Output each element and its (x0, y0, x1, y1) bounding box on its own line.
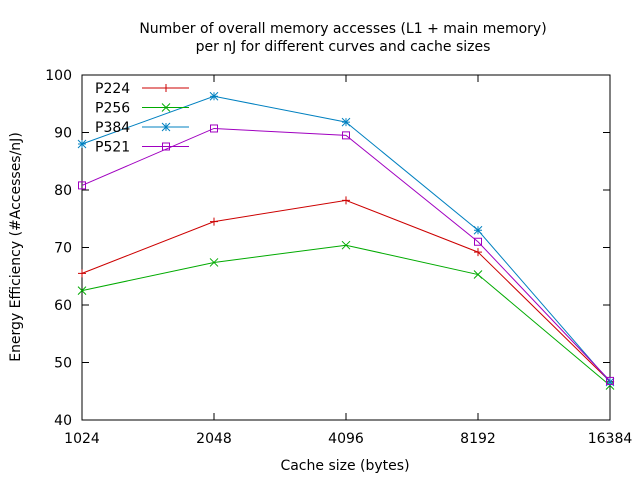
y-axis-label: Energy Efficiency (#Accesses/nJ) (8, 132, 24, 362)
marker-stroke (162, 142, 170, 151)
marker-stroke (342, 131, 350, 140)
legend-marker-p521 (162, 142, 170, 151)
data-point-p384 (209, 91, 219, 101)
legend-marker-p256 (161, 103, 171, 112)
data-point-p384 (341, 117, 351, 127)
marker-stroke (209, 258, 219, 267)
legend-marker-p224 (162, 84, 170, 92)
marker-stroke (473, 270, 483, 279)
marker-stroke (341, 117, 351, 127)
legend-marker-p384 (161, 122, 171, 132)
chart-title-line-1: Number of overall memory accesses (L1 + … (139, 21, 546, 37)
series-line-p256 (81, 244, 611, 386)
y-tick-label: 40 (54, 413, 72, 429)
marker-stroke (209, 91, 219, 101)
data-point-p521 (606, 376, 614, 385)
data-point-p224 (342, 196, 350, 205)
x-tick-label: 8192 (460, 431, 496, 447)
y-tick-label: 60 (54, 298, 72, 314)
marker-stroke (341, 240, 351, 250)
x-tick-label: 4096 (328, 431, 364, 447)
y-tick-label: 50 (54, 356, 72, 372)
marker-stroke (77, 139, 87, 149)
y-tick-label: 90 (54, 126, 72, 142)
legend-label-p384: P384 (95, 120, 130, 136)
chart-title-line-2: per nJ for different curves and cache si… (196, 39, 491, 55)
axis-ticks: 40 50 60 70 80 90 100 1024 2048 4096 8192 16384 (45, 68, 632, 447)
data-point-p521 (78, 181, 86, 190)
marker-stroke (606, 376, 614, 385)
x-tick-label: 16384 (588, 431, 633, 447)
y-tick-label: 80 (54, 183, 72, 199)
data-point-p521 (210, 124, 218, 133)
data-point-p224 (474, 248, 482, 257)
data-point-p384 (473, 225, 483, 235)
legend-label-p256: P256 (95, 101, 130, 117)
marker-stroke (78, 181, 86, 190)
data-point-p521 (474, 237, 482, 246)
data-point-p256 (209, 258, 219, 267)
x-tick-label: 1024 (64, 431, 100, 447)
marker-stroke (474, 237, 482, 246)
marker-stroke (77, 286, 87, 295)
y-tick-label: 100 (45, 68, 72, 84)
data-point-p224 (210, 217, 218, 226)
legend: P224 P256 P384 P521 (95, 81, 189, 156)
series-layer (77, 91, 615, 390)
data-point-p224 (78, 269, 86, 278)
x-axis-label: Cache size (bytes) (280, 458, 409, 474)
x-tick-label: 2048 (196, 431, 232, 447)
data-point-p384 (77, 139, 87, 149)
marker-stroke (161, 122, 171, 132)
y-tick-label: 70 (54, 241, 72, 257)
data-point-p256 (473, 270, 483, 279)
marker-stroke (473, 225, 483, 235)
marker-stroke (210, 124, 218, 133)
data-point-p256 (341, 240, 351, 250)
series-line-p521 (81, 127, 611, 382)
legend-label-p521: P521 (95, 140, 130, 156)
marker-stroke (161, 103, 171, 112)
legend-label-p224: P224 (95, 81, 130, 97)
data-point-p256 (77, 286, 87, 295)
data-point-p521 (342, 131, 350, 140)
